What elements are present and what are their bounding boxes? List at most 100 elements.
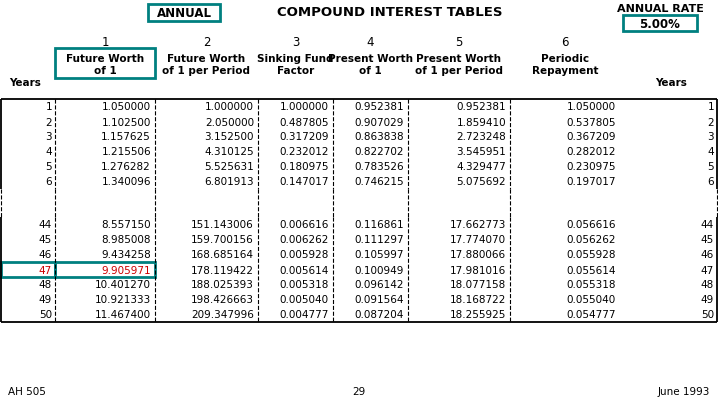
Text: 5.00%: 5.00%: [640, 18, 681, 30]
Text: 49: 49: [39, 295, 52, 305]
Text: 0.055040: 0.055040: [567, 295, 616, 305]
Text: 1: 1: [45, 102, 52, 112]
Text: 0.232012: 0.232012: [279, 147, 329, 157]
Text: 1.340096: 1.340096: [101, 177, 151, 187]
Text: 188.025393: 188.025393: [191, 280, 254, 290]
Text: 3: 3: [292, 35, 299, 49]
Text: 5.525631: 5.525631: [204, 162, 254, 172]
Text: 0.952381: 0.952381: [457, 102, 506, 112]
Text: 0.367209: 0.367209: [567, 132, 616, 142]
Text: Years: Years: [9, 78, 42, 88]
Text: 1.000000: 1.000000: [280, 102, 329, 112]
Text: Present Worth: Present Worth: [416, 54, 501, 64]
Text: 2: 2: [202, 35, 210, 49]
Text: 1.000000: 1.000000: [205, 102, 254, 112]
Text: of 1 per Period: of 1 per Period: [415, 66, 503, 76]
Text: 159.700156: 159.700156: [191, 235, 254, 245]
Text: 8.557150: 8.557150: [101, 220, 151, 230]
Text: 4: 4: [45, 147, 52, 157]
Text: of 1 per Period: of 1 per Period: [162, 66, 251, 76]
Text: 18.077158: 18.077158: [449, 280, 506, 290]
Text: 0.096142: 0.096142: [355, 280, 404, 290]
Bar: [1, 262, 55, 277]
Text: 1: 1: [101, 35, 108, 49]
Text: 4: 4: [367, 35, 374, 49]
Text: 11.467400: 11.467400: [95, 310, 151, 320]
Text: 18.168722: 18.168722: [449, 295, 506, 305]
Text: 5: 5: [707, 162, 714, 172]
Text: 2: 2: [707, 117, 714, 127]
Text: 18.255925: 18.255925: [449, 310, 506, 320]
Text: 8.985008: 8.985008: [101, 235, 151, 245]
Text: COMPOUND INTEREST TABLES: COMPOUND INTEREST TABLES: [277, 6, 503, 20]
Text: 0.230975: 0.230975: [567, 162, 616, 172]
Text: 6: 6: [45, 177, 52, 187]
Text: 4: 4: [707, 147, 714, 157]
Text: 0.055928: 0.055928: [567, 250, 616, 260]
Text: June 1993: June 1993: [658, 386, 710, 396]
Bar: [55, 49, 155, 79]
Text: 1.050000: 1.050000: [567, 102, 616, 112]
Text: 0.317209: 0.317209: [279, 132, 329, 142]
Text: 17.880066: 17.880066: [450, 250, 506, 260]
Text: 0.055318: 0.055318: [567, 280, 616, 290]
Text: 4.329477: 4.329477: [456, 162, 506, 172]
Text: 1.050000: 1.050000: [102, 102, 151, 112]
Text: 0.783526: 0.783526: [355, 162, 404, 172]
Text: 48: 48: [39, 280, 52, 290]
Text: 0.005040: 0.005040: [280, 295, 329, 305]
Text: 1.276282: 1.276282: [101, 162, 151, 172]
Text: Sinking Fund: Sinking Fund: [257, 54, 334, 64]
Text: 17.774070: 17.774070: [450, 235, 506, 245]
Text: 6.801913: 6.801913: [205, 177, 254, 187]
Text: 46: 46: [39, 250, 52, 260]
Text: 2: 2: [45, 117, 52, 127]
Text: 6: 6: [561, 35, 569, 49]
Text: 0.197017: 0.197017: [567, 177, 616, 187]
Text: 3.152500: 3.152500: [205, 132, 254, 142]
Text: 178.119422: 178.119422: [191, 265, 254, 275]
Text: 0.005928: 0.005928: [279, 250, 329, 260]
Text: ANNUAL RATE: ANNUAL RATE: [617, 4, 704, 14]
Bar: [623, 16, 697, 32]
Text: of 1: of 1: [93, 66, 116, 76]
Text: 0.180975: 0.180975: [279, 162, 329, 172]
Text: 3: 3: [707, 132, 714, 142]
Text: 1.102500: 1.102500: [102, 117, 151, 127]
Text: 50: 50: [701, 310, 714, 320]
Text: 1.157625: 1.157625: [101, 132, 151, 142]
Text: AH 505: AH 505: [8, 386, 46, 396]
Bar: [148, 5, 220, 22]
Text: 0.005614: 0.005614: [279, 265, 329, 275]
Text: of 1: of 1: [359, 66, 382, 76]
Text: 0.055614: 0.055614: [567, 265, 616, 275]
Text: 3: 3: [45, 132, 52, 142]
Text: 44: 44: [701, 220, 714, 230]
Text: 0.147017: 0.147017: [279, 177, 329, 187]
Text: 0.054777: 0.054777: [567, 310, 616, 320]
Text: 0.087204: 0.087204: [355, 310, 404, 320]
Text: 45: 45: [39, 235, 52, 245]
Text: 50: 50: [39, 310, 52, 320]
Text: 49: 49: [701, 295, 714, 305]
Text: 0.105997: 0.105997: [355, 250, 404, 260]
Text: 0.100949: 0.100949: [355, 265, 404, 275]
Bar: [55, 262, 155, 277]
Text: 44: 44: [39, 220, 52, 230]
Text: 0.091564: 0.091564: [355, 295, 404, 305]
Text: 0.282012: 0.282012: [567, 147, 616, 157]
Text: 0.056262: 0.056262: [567, 235, 616, 245]
Text: 29: 29: [353, 386, 365, 396]
Text: 5: 5: [45, 162, 52, 172]
Text: 0.006616: 0.006616: [279, 220, 329, 230]
Text: 48: 48: [701, 280, 714, 290]
Text: 4.310125: 4.310125: [205, 147, 254, 157]
Text: 5.075692: 5.075692: [457, 177, 506, 187]
Text: 10.921333: 10.921333: [95, 295, 151, 305]
Text: 151.143006: 151.143006: [191, 220, 254, 230]
Text: 209.347996: 209.347996: [191, 310, 254, 320]
Text: 0.056616: 0.056616: [567, 220, 616, 230]
Text: Factor: Factor: [277, 66, 314, 76]
Text: 0.746215: 0.746215: [355, 177, 404, 187]
Text: 17.662773: 17.662773: [449, 220, 506, 230]
